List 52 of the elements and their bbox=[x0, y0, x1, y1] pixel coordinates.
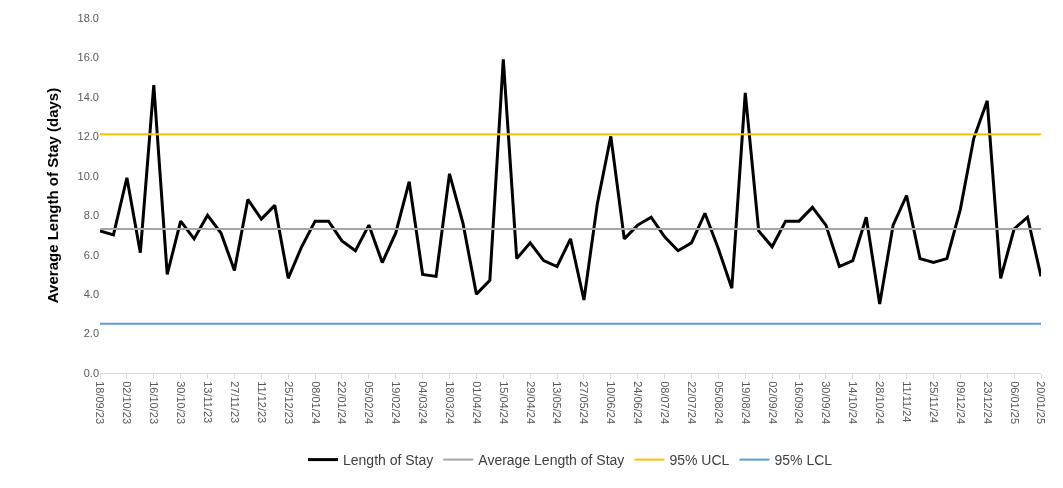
x-tick-label: 08/07/24 bbox=[659, 381, 672, 425]
x-tick-label: 27/11/23 bbox=[228, 381, 241, 424]
x-tick-label: 11/12/23 bbox=[255, 381, 268, 424]
x-tick-label: 11/11/24 bbox=[900, 381, 913, 423]
y-tick-label: 16.0 bbox=[77, 51, 99, 64]
x-tick-label: 25/11/24 bbox=[927, 381, 940, 424]
x-tick-label: 30/09/24 bbox=[820, 381, 833, 425]
x-tick-label: 08/01/24 bbox=[309, 381, 322, 425]
x-tick-label: 19/02/24 bbox=[390, 381, 403, 425]
y-axis-title: Average Length of Stay (days) bbox=[43, 87, 61, 304]
y-tick-label: 10.0 bbox=[77, 169, 99, 182]
x-tick-label: 18/09/23 bbox=[94, 381, 107, 425]
x-tick-label: 30/10/23 bbox=[175, 381, 188, 425]
legend-label: 95% LCL bbox=[774, 452, 833, 469]
y-tick-label: 4.0 bbox=[83, 287, 99, 300]
legend-label: 95% UCL bbox=[669, 452, 730, 469]
x-tick-label: 18/03/24 bbox=[443, 381, 456, 425]
x-tick-label: 06/01/25 bbox=[1008, 381, 1021, 425]
y-tick-label: 8.0 bbox=[83, 209, 99, 222]
x-tick-label: 02/10/23 bbox=[121, 381, 134, 425]
line-series bbox=[100, 57, 1041, 306]
x-tick-label: 28/10/24 bbox=[874, 381, 887, 425]
x-tick-label: 20/01/25 bbox=[1035, 381, 1048, 425]
y-tick-label: 14.0 bbox=[77, 90, 99, 103]
y-tick-label: 2.0 bbox=[83, 327, 99, 340]
x-tick-label: 09/12/24 bbox=[954, 381, 967, 425]
y-tick-label: 0.0 bbox=[83, 366, 99, 379]
x-tick-label: 16/10/23 bbox=[148, 381, 161, 425]
x-tick-label: 19/08/24 bbox=[739, 381, 752, 425]
x-tick-label: 05/02/24 bbox=[363, 381, 376, 425]
x-tick-label: 15/04/24 bbox=[497, 381, 510, 425]
x-tick-label: 24/06/24 bbox=[632, 381, 645, 425]
x-tick-label: 14/10/24 bbox=[847, 381, 860, 425]
y-tick-label: 18.0 bbox=[77, 11, 99, 24]
x-tick-label: 10/06/24 bbox=[605, 381, 618, 425]
y-tick-label: 12.0 bbox=[77, 130, 99, 143]
x-tick-label: 13/05/24 bbox=[551, 381, 564, 425]
legend-label: Length of Stay bbox=[343, 452, 434, 469]
x-tick-label: 29/04/24 bbox=[524, 381, 537, 425]
x-tick-label: 13/11/23 bbox=[201, 381, 214, 424]
x-tick-label: 27/05/24 bbox=[578, 381, 591, 425]
x-tick-label: 01/04/24 bbox=[470, 381, 483, 425]
x-tick-label: 22/07/24 bbox=[685, 381, 698, 425]
y-tick-label: 6.0 bbox=[83, 248, 99, 261]
x-tick-label: 25/12/23 bbox=[282, 381, 295, 425]
x-tick-label: 22/01/24 bbox=[336, 381, 349, 425]
x-tick-label: 04/03/24 bbox=[417, 381, 430, 425]
x-tick-label: 16/09/24 bbox=[793, 381, 806, 425]
x-tick-label: 02/09/24 bbox=[766, 381, 779, 425]
x-tick-label: 23/12/24 bbox=[981, 381, 994, 425]
legend-label: Average Length of Stay bbox=[478, 452, 625, 469]
x-tick-label: 05/08/24 bbox=[712, 381, 725, 425]
